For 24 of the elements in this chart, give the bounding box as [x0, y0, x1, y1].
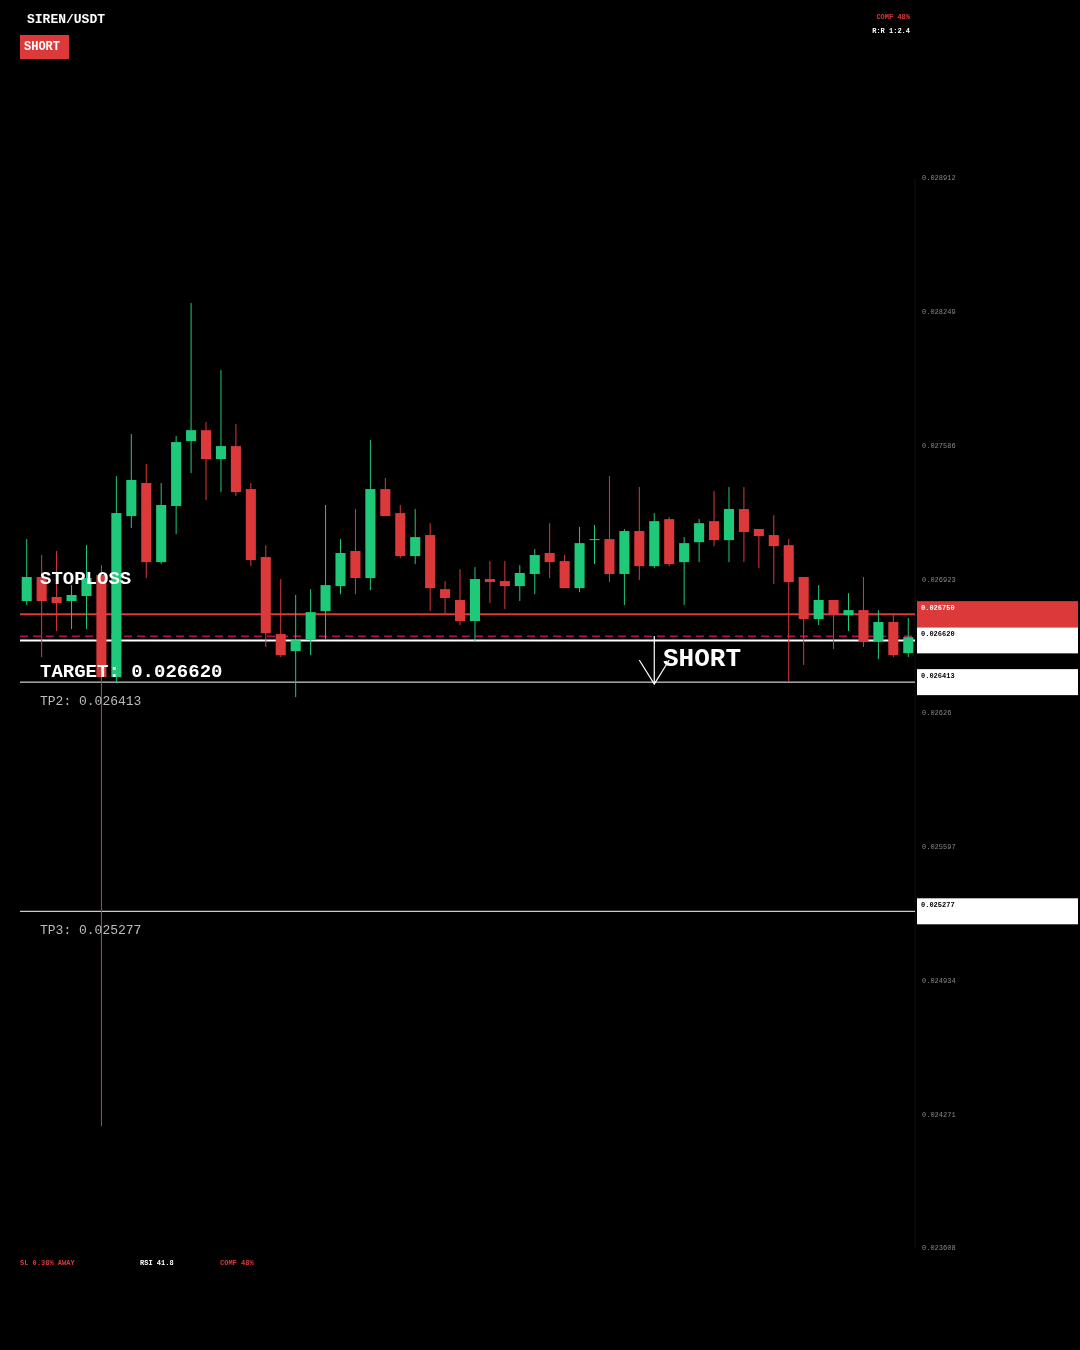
candlestick [679, 536, 690, 606]
chart-title: SIREN/USDT [27, 12, 106, 27]
candlestick [708, 490, 720, 547]
candlestick [215, 369, 227, 493]
candlestick [753, 528, 764, 569]
candlestick [738, 486, 749, 563]
candlestick [813, 584, 824, 626]
candlestick [514, 564, 525, 602]
candlestick [903, 617, 914, 658]
candlestick [544, 522, 555, 579]
candlestick [66, 584, 77, 630]
candlestick [873, 609, 884, 660]
text: SHORT [24, 40, 61, 54]
candlestick [589, 524, 600, 565]
candlestick [410, 508, 421, 565]
candlestick [499, 560, 510, 610]
candlestick [843, 592, 854, 632]
candlestick [484, 560, 495, 604]
annotation: SHORT [663, 644, 742, 674]
candlestick [290, 594, 301, 698]
candlestick [768, 514, 779, 585]
candlestick [529, 548, 540, 595]
candlestick [694, 518, 705, 563]
candlestick [186, 302, 197, 474]
